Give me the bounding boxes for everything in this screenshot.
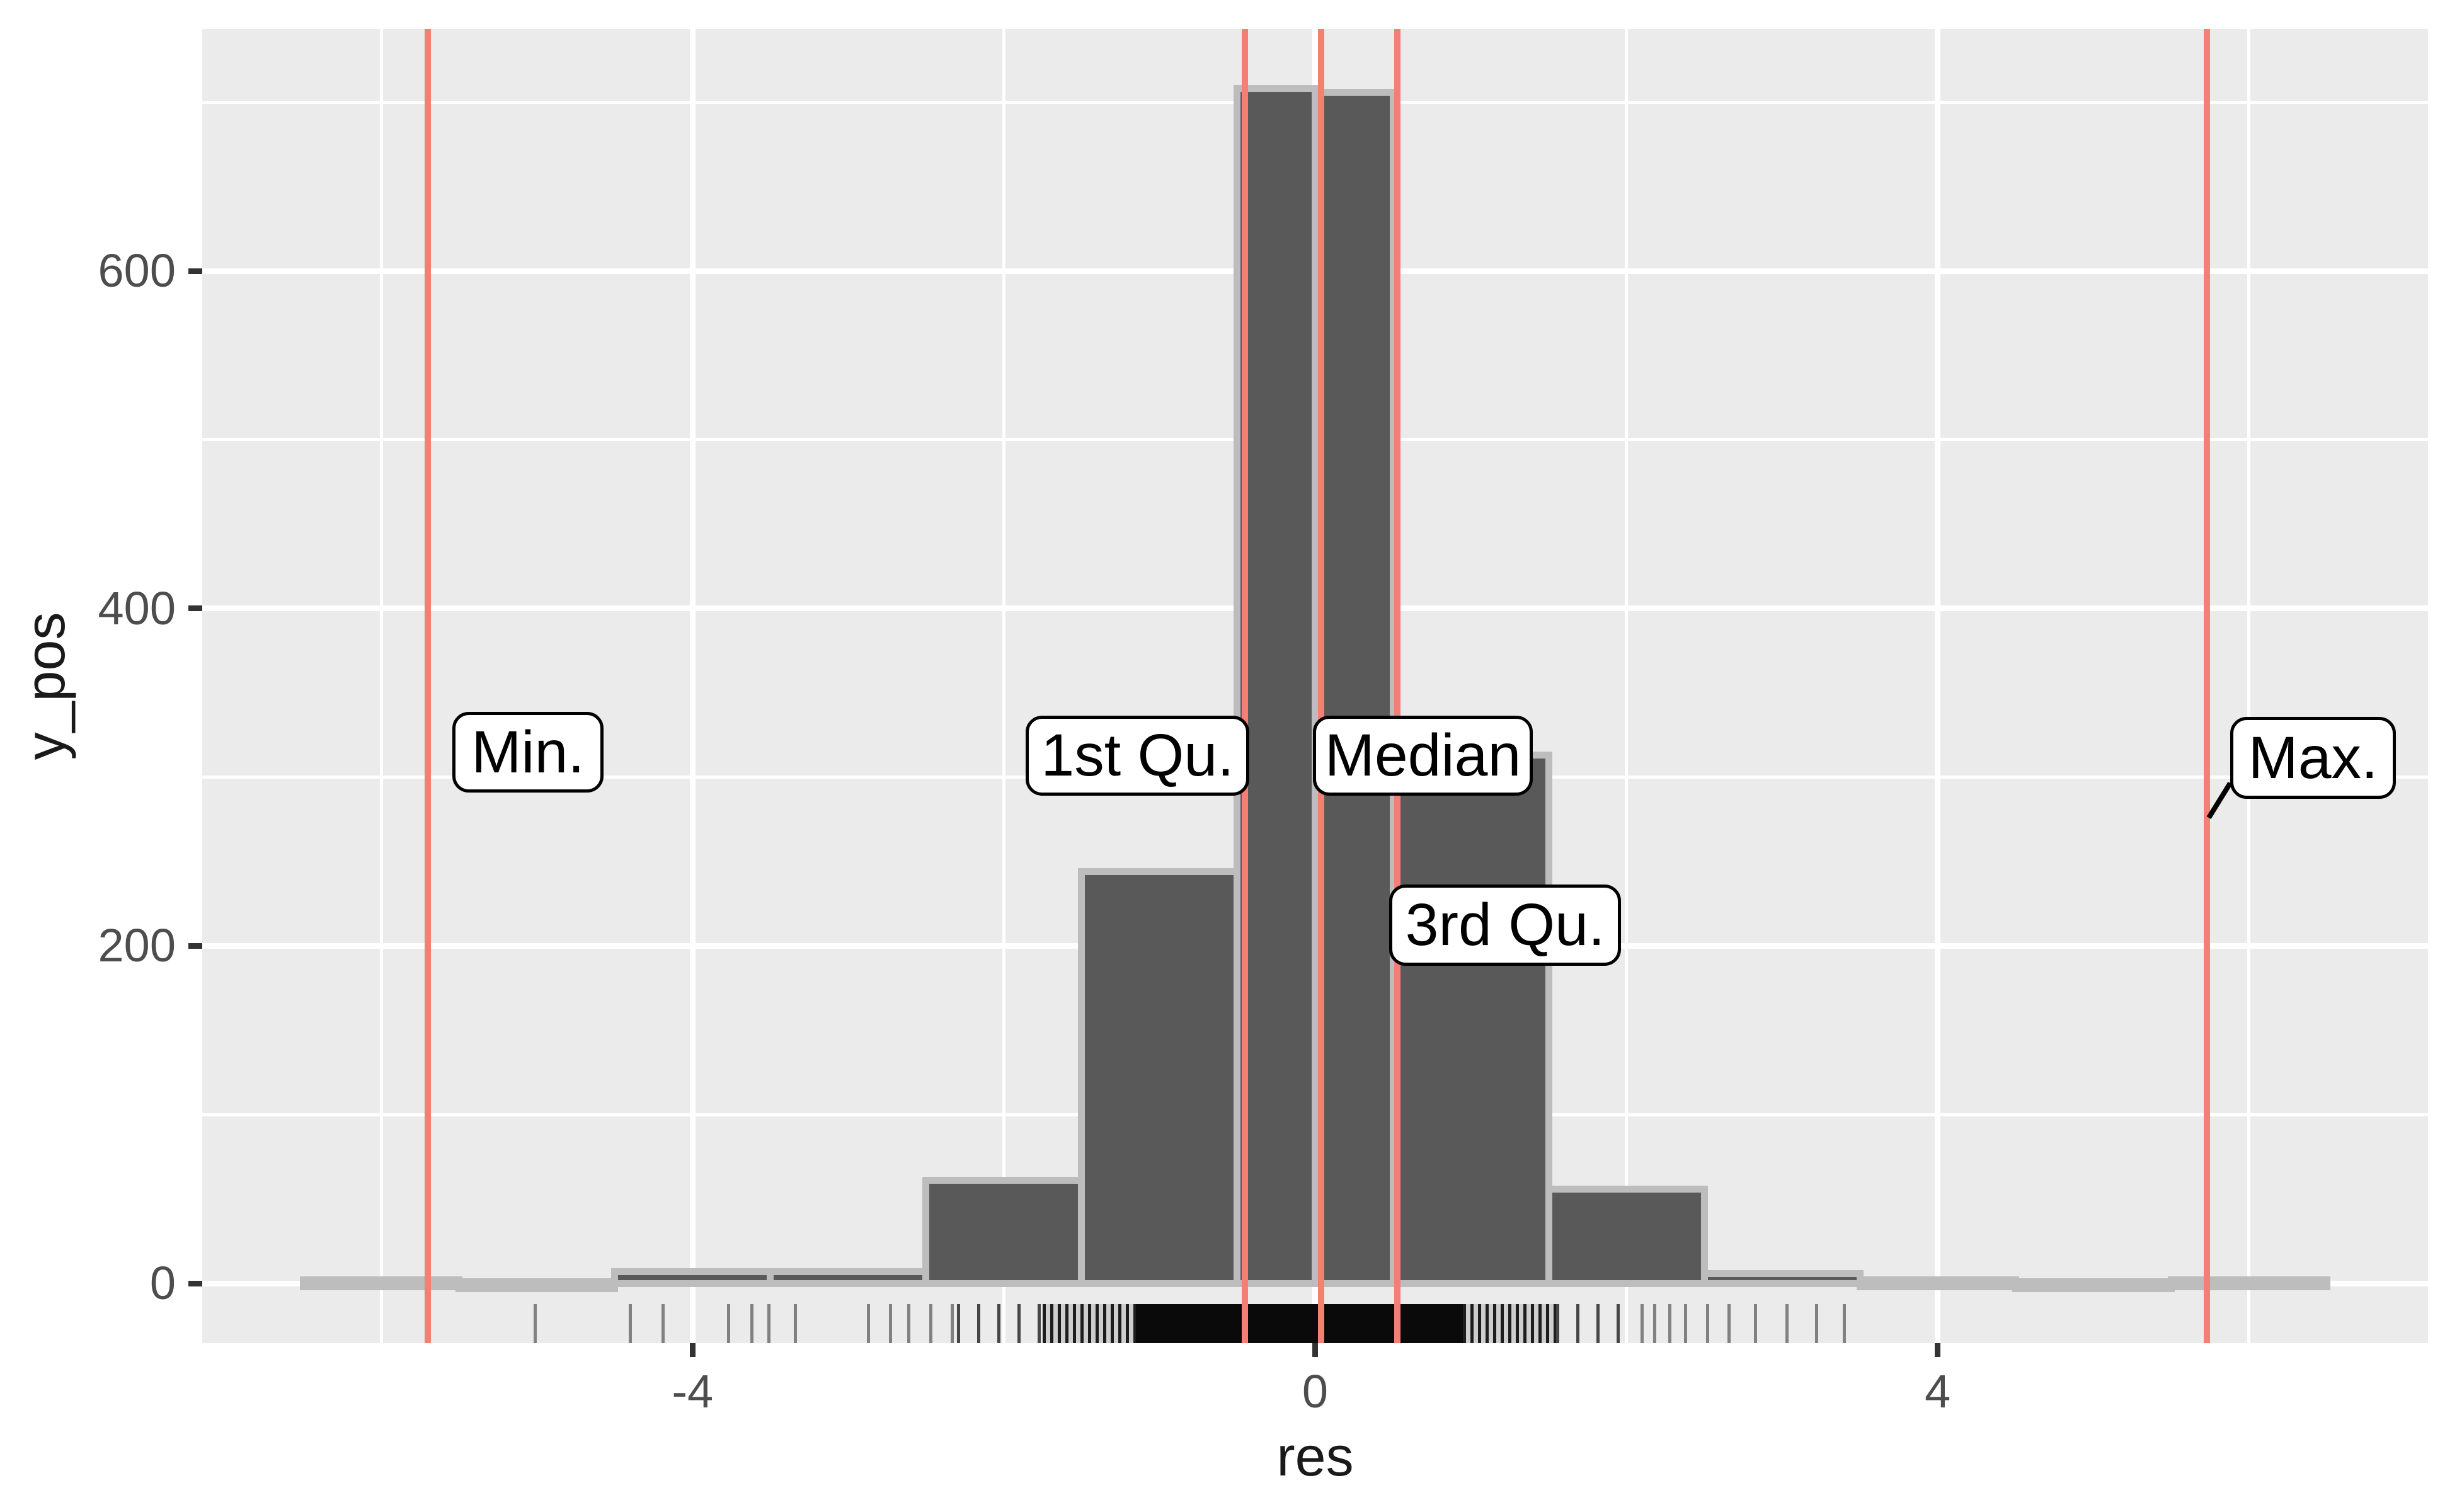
y-tick-label: 600 xyxy=(98,244,176,297)
quantile-line-max xyxy=(2204,29,2211,1343)
x-gridline-major xyxy=(689,29,696,1343)
x-tick-label: 0 xyxy=(1302,1365,1329,1418)
histogram-bar xyxy=(1312,88,1397,1287)
x-tick-mark xyxy=(1312,1343,1318,1357)
rug-band-dense xyxy=(1043,1304,1137,1343)
rug-tick xyxy=(1640,1304,1644,1343)
rug-band-solid xyxy=(1136,1304,1463,1343)
rug-tick xyxy=(726,1304,730,1343)
histogram-bar xyxy=(300,1276,463,1291)
annotation-label-min: Min. xyxy=(452,712,604,793)
histogram-bar xyxy=(1856,1276,2019,1291)
annotation-label-q1: 1st Qu. xyxy=(1026,716,1249,796)
annotation-label-median: Median xyxy=(1313,716,1533,796)
rug-tick xyxy=(793,1304,797,1343)
histogram-bar xyxy=(1545,1185,1708,1287)
histogram-bar xyxy=(2012,1278,2175,1292)
histogram-bar xyxy=(1389,752,1552,1287)
x-tick-mark xyxy=(1935,1343,1941,1357)
histogram-bar xyxy=(767,1268,930,1287)
x-gridline-minor xyxy=(1002,29,1005,1343)
y-tick-mark xyxy=(188,605,202,612)
y-tick-label: 400 xyxy=(98,581,176,634)
annotation-label-max: Max. xyxy=(2230,717,2396,799)
x-axis-title: res xyxy=(1276,1425,1354,1487)
rug-tick xyxy=(888,1304,892,1343)
rug-tick xyxy=(1668,1304,1672,1343)
histogram-bar xyxy=(1078,868,1241,1287)
rug-tick xyxy=(907,1304,911,1343)
y-tick-label: 200 xyxy=(98,919,176,972)
rug-band-medium xyxy=(957,1304,1043,1343)
rug-band-medium xyxy=(1556,1304,1634,1343)
x-tick-label: 4 xyxy=(1925,1365,1951,1418)
rug-tick xyxy=(1727,1304,1731,1343)
y-tick-mark xyxy=(188,268,202,274)
histogram-bar xyxy=(455,1278,619,1292)
rug-tick xyxy=(951,1304,954,1343)
y-tick-mark xyxy=(188,942,202,949)
rug-tick xyxy=(866,1304,870,1343)
quantile-line-q3 xyxy=(1394,29,1401,1343)
rug-tick xyxy=(534,1304,537,1343)
annotation-label-q3: 3rd Qu. xyxy=(1389,885,1621,966)
y-axis-title: y_pos xyxy=(14,612,76,760)
rug-tick xyxy=(1814,1304,1818,1343)
histogram-bar xyxy=(1700,1269,1864,1287)
rug-tick xyxy=(1754,1304,1758,1343)
rug-tick xyxy=(661,1304,665,1343)
y-tick-mark xyxy=(188,1280,202,1286)
x-tick-mark xyxy=(689,1343,696,1357)
rug-tick xyxy=(1652,1304,1656,1343)
x-gridline-minor xyxy=(1625,29,1629,1343)
rug-band-dense xyxy=(1463,1304,1557,1343)
x-tick-label: -4 xyxy=(672,1365,714,1418)
histogram-bar xyxy=(611,1268,774,1287)
x-gridline-minor xyxy=(379,29,383,1343)
quantile-line-median xyxy=(1318,29,1325,1343)
rug-tick xyxy=(1705,1304,1709,1343)
histogram-bar xyxy=(922,1177,1085,1287)
y-tick-label: 0 xyxy=(149,1257,176,1310)
rug-tick xyxy=(628,1304,632,1343)
rug-tick xyxy=(1843,1304,1846,1343)
histogram-bar xyxy=(2167,1276,2330,1291)
rug-tick xyxy=(929,1304,932,1343)
quantile-line-min xyxy=(425,29,432,1343)
rug-tick xyxy=(1785,1304,1789,1343)
rug-tick xyxy=(750,1304,753,1343)
x-gridline-minor xyxy=(2247,29,2251,1343)
x-gridline-major xyxy=(1935,29,1941,1343)
quantile-line-q1 xyxy=(1242,29,1249,1343)
rug-tick xyxy=(767,1304,770,1343)
rug-tick xyxy=(1684,1304,1687,1343)
